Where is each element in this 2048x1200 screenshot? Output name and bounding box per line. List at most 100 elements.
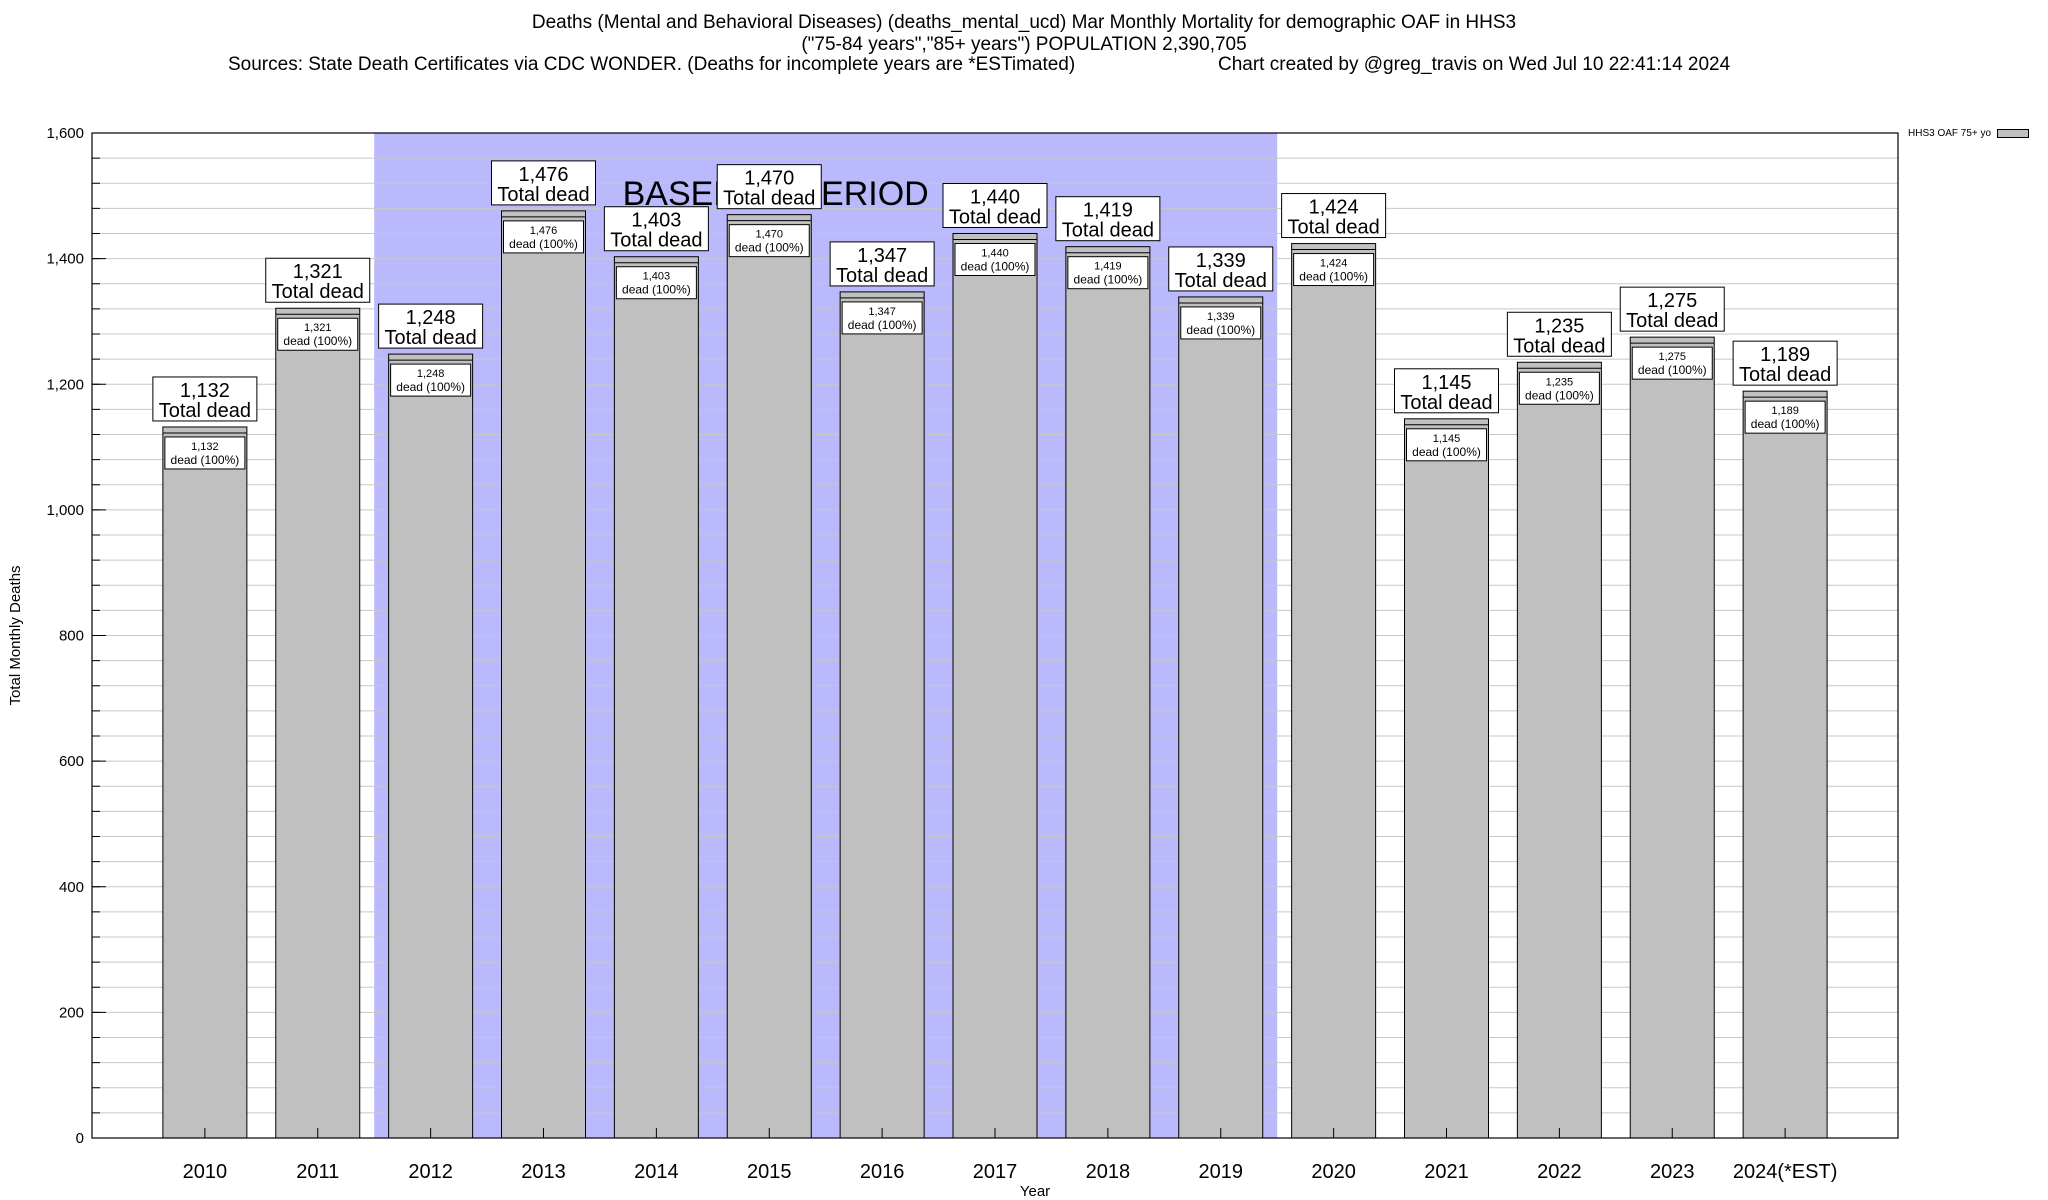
top-label-text: Total dead: [610, 230, 702, 252]
top-label-box: [1506, 311, 1612, 357]
top-label-text: Total dead: [836, 265, 928, 287]
y-tick-label: 0: [76, 1130, 84, 1147]
inner-label-value: 1,248: [417, 368, 445, 380]
x-tick-label: 2021: [1424, 1161, 1469, 1183]
bar: [501, 210, 586, 1139]
inner-label-box: [390, 363, 472, 397]
title-line-1: Deaths (Mental and Behavioral Diseases) …: [531, 12, 1517, 33]
top-label-value: 1,321: [293, 261, 343, 283]
y-tick-label: 1,200: [46, 376, 84, 393]
x-tick-label: 2020: [1311, 1161, 1356, 1183]
bar: [839, 291, 925, 1139]
top-label-value: 1,275: [1647, 290, 1697, 312]
top-label-text: Total dead: [1400, 392, 1492, 414]
bar: [1065, 246, 1151, 1139]
inner-label-box: [1067, 256, 1149, 290]
top-label-text: Total dead: [1062, 220, 1154, 242]
top-label-text: Total dead: [272, 281, 364, 303]
inner-label-text: dead (100%): [1751, 417, 1820, 431]
inner-label-text: dead (100%): [622, 283, 691, 297]
inner-label-text: dead (100%): [1412, 445, 1481, 459]
inner-label-text: dead (100%): [1074, 273, 1143, 287]
bar: [388, 353, 474, 1139]
top-label-text: Total dead: [1175, 270, 1267, 292]
y-tick-label: 1,400: [46, 251, 84, 268]
inner-label-value: 1,470: [755, 229, 783, 241]
inner-label-box: [841, 301, 923, 335]
inner-label-box: [164, 436, 246, 470]
x-tick-label: 2015: [747, 1161, 792, 1183]
inner-label-box: [1180, 306, 1262, 340]
top-label-value: 1,347: [857, 245, 907, 267]
top-label-box: [829, 241, 935, 287]
inner-label-box: [1293, 253, 1375, 287]
inner-label-text: dead (100%): [283, 334, 352, 348]
inner-label-value: 1,321: [304, 322, 332, 334]
title-line-3-credit: Chart created by @greg_travis on Wed Jul…: [1218, 54, 1731, 75]
top-label-box: [603, 206, 709, 252]
top-label-text: Total dead: [497, 184, 589, 206]
inner-label-box: [615, 266, 697, 300]
top-label-box: [942, 183, 1048, 228]
y-tick-label: 800: [59, 628, 84, 645]
bar: [613, 256, 699, 1139]
bar: [952, 233, 1038, 1139]
inner-label-box: [1744, 400, 1826, 434]
inner-label-box: [1518, 371, 1600, 405]
inner-label-value: 1,403: [643, 271, 671, 283]
inner-label-text: dead (100%): [509, 237, 578, 251]
x-tick-label: 2012: [408, 1161, 453, 1183]
top-label-text: Total dead: [1513, 335, 1605, 357]
bar: [726, 214, 812, 1139]
inner-label-value: 1,419: [1094, 261, 1122, 273]
inner-label-value: 1,275: [1658, 351, 1686, 363]
inner-label-value: 1,440: [981, 248, 1009, 260]
bar: [1404, 418, 1489, 1139]
top-label-value: 1,476: [518, 164, 568, 186]
inner-label-box: [954, 243, 1036, 276]
y-tick-label: 400: [59, 879, 84, 896]
x-tick-label: 2011: [296, 1161, 339, 1183]
top-label-value: 1,248: [406, 307, 456, 329]
x-tick-label: 2018: [1086, 1161, 1131, 1183]
top-label-box: [1281, 193, 1387, 239]
inner-label-text: dead (100%): [848, 318, 917, 332]
x-tick-label: 2013: [521, 1161, 566, 1183]
inner-label-text: dead (100%): [1638, 363, 1707, 377]
inner-label-box: [1631, 346, 1713, 380]
x-tick-label: 2023: [1650, 1161, 1695, 1183]
inner-label-box: [503, 220, 584, 254]
top-label-box: [1055, 196, 1161, 242]
inner-label-value: 1,235: [1546, 376, 1574, 388]
top-label-value: 1,470: [744, 168, 794, 190]
bar: [1742, 390, 1828, 1139]
y-tick-label: 200: [59, 1004, 84, 1021]
top-label-box: [152, 376, 258, 422]
top-label-box: [716, 164, 822, 210]
inner-label-text: dead (100%): [961, 260, 1030, 274]
inner-label-value: 1,424: [1320, 258, 1348, 270]
top-label-value: 1,189: [1760, 344, 1810, 366]
x-tick-label: 2022: [1537, 1161, 1582, 1183]
top-label-value: 1,145: [1421, 372, 1471, 394]
inner-label-value: 1,476: [530, 225, 558, 237]
top-label-text: Total dead: [159, 400, 251, 422]
y-tick-label: 1,000: [46, 502, 84, 519]
x-tick-label: 2019: [1199, 1161, 1244, 1183]
bar: [1178, 296, 1264, 1139]
x-tick-label: 2017: [973, 1161, 1018, 1183]
x-axis-label: Year: [1020, 1183, 1050, 1200]
inner-label-box: [277, 317, 359, 351]
x-tick-label: 2016: [860, 1161, 905, 1183]
top-label-value: 1,403: [631, 210, 681, 232]
y-tick-label: 1,600: [46, 125, 84, 142]
plot-border: [91, 132, 1899, 1139]
bar: [1516, 361, 1602, 1139]
x-tick-label: 2024(*EST): [1733, 1161, 1838, 1183]
inner-label-text: dead (100%): [171, 453, 240, 467]
top-label-text: Total dead: [1287, 217, 1379, 239]
inner-label-value: 1,132: [191, 441, 219, 453]
inner-label-value: 1,189: [1771, 405, 1799, 417]
y-tick-label: 600: [59, 753, 84, 770]
x-tick-label: 2014: [634, 1161, 679, 1183]
